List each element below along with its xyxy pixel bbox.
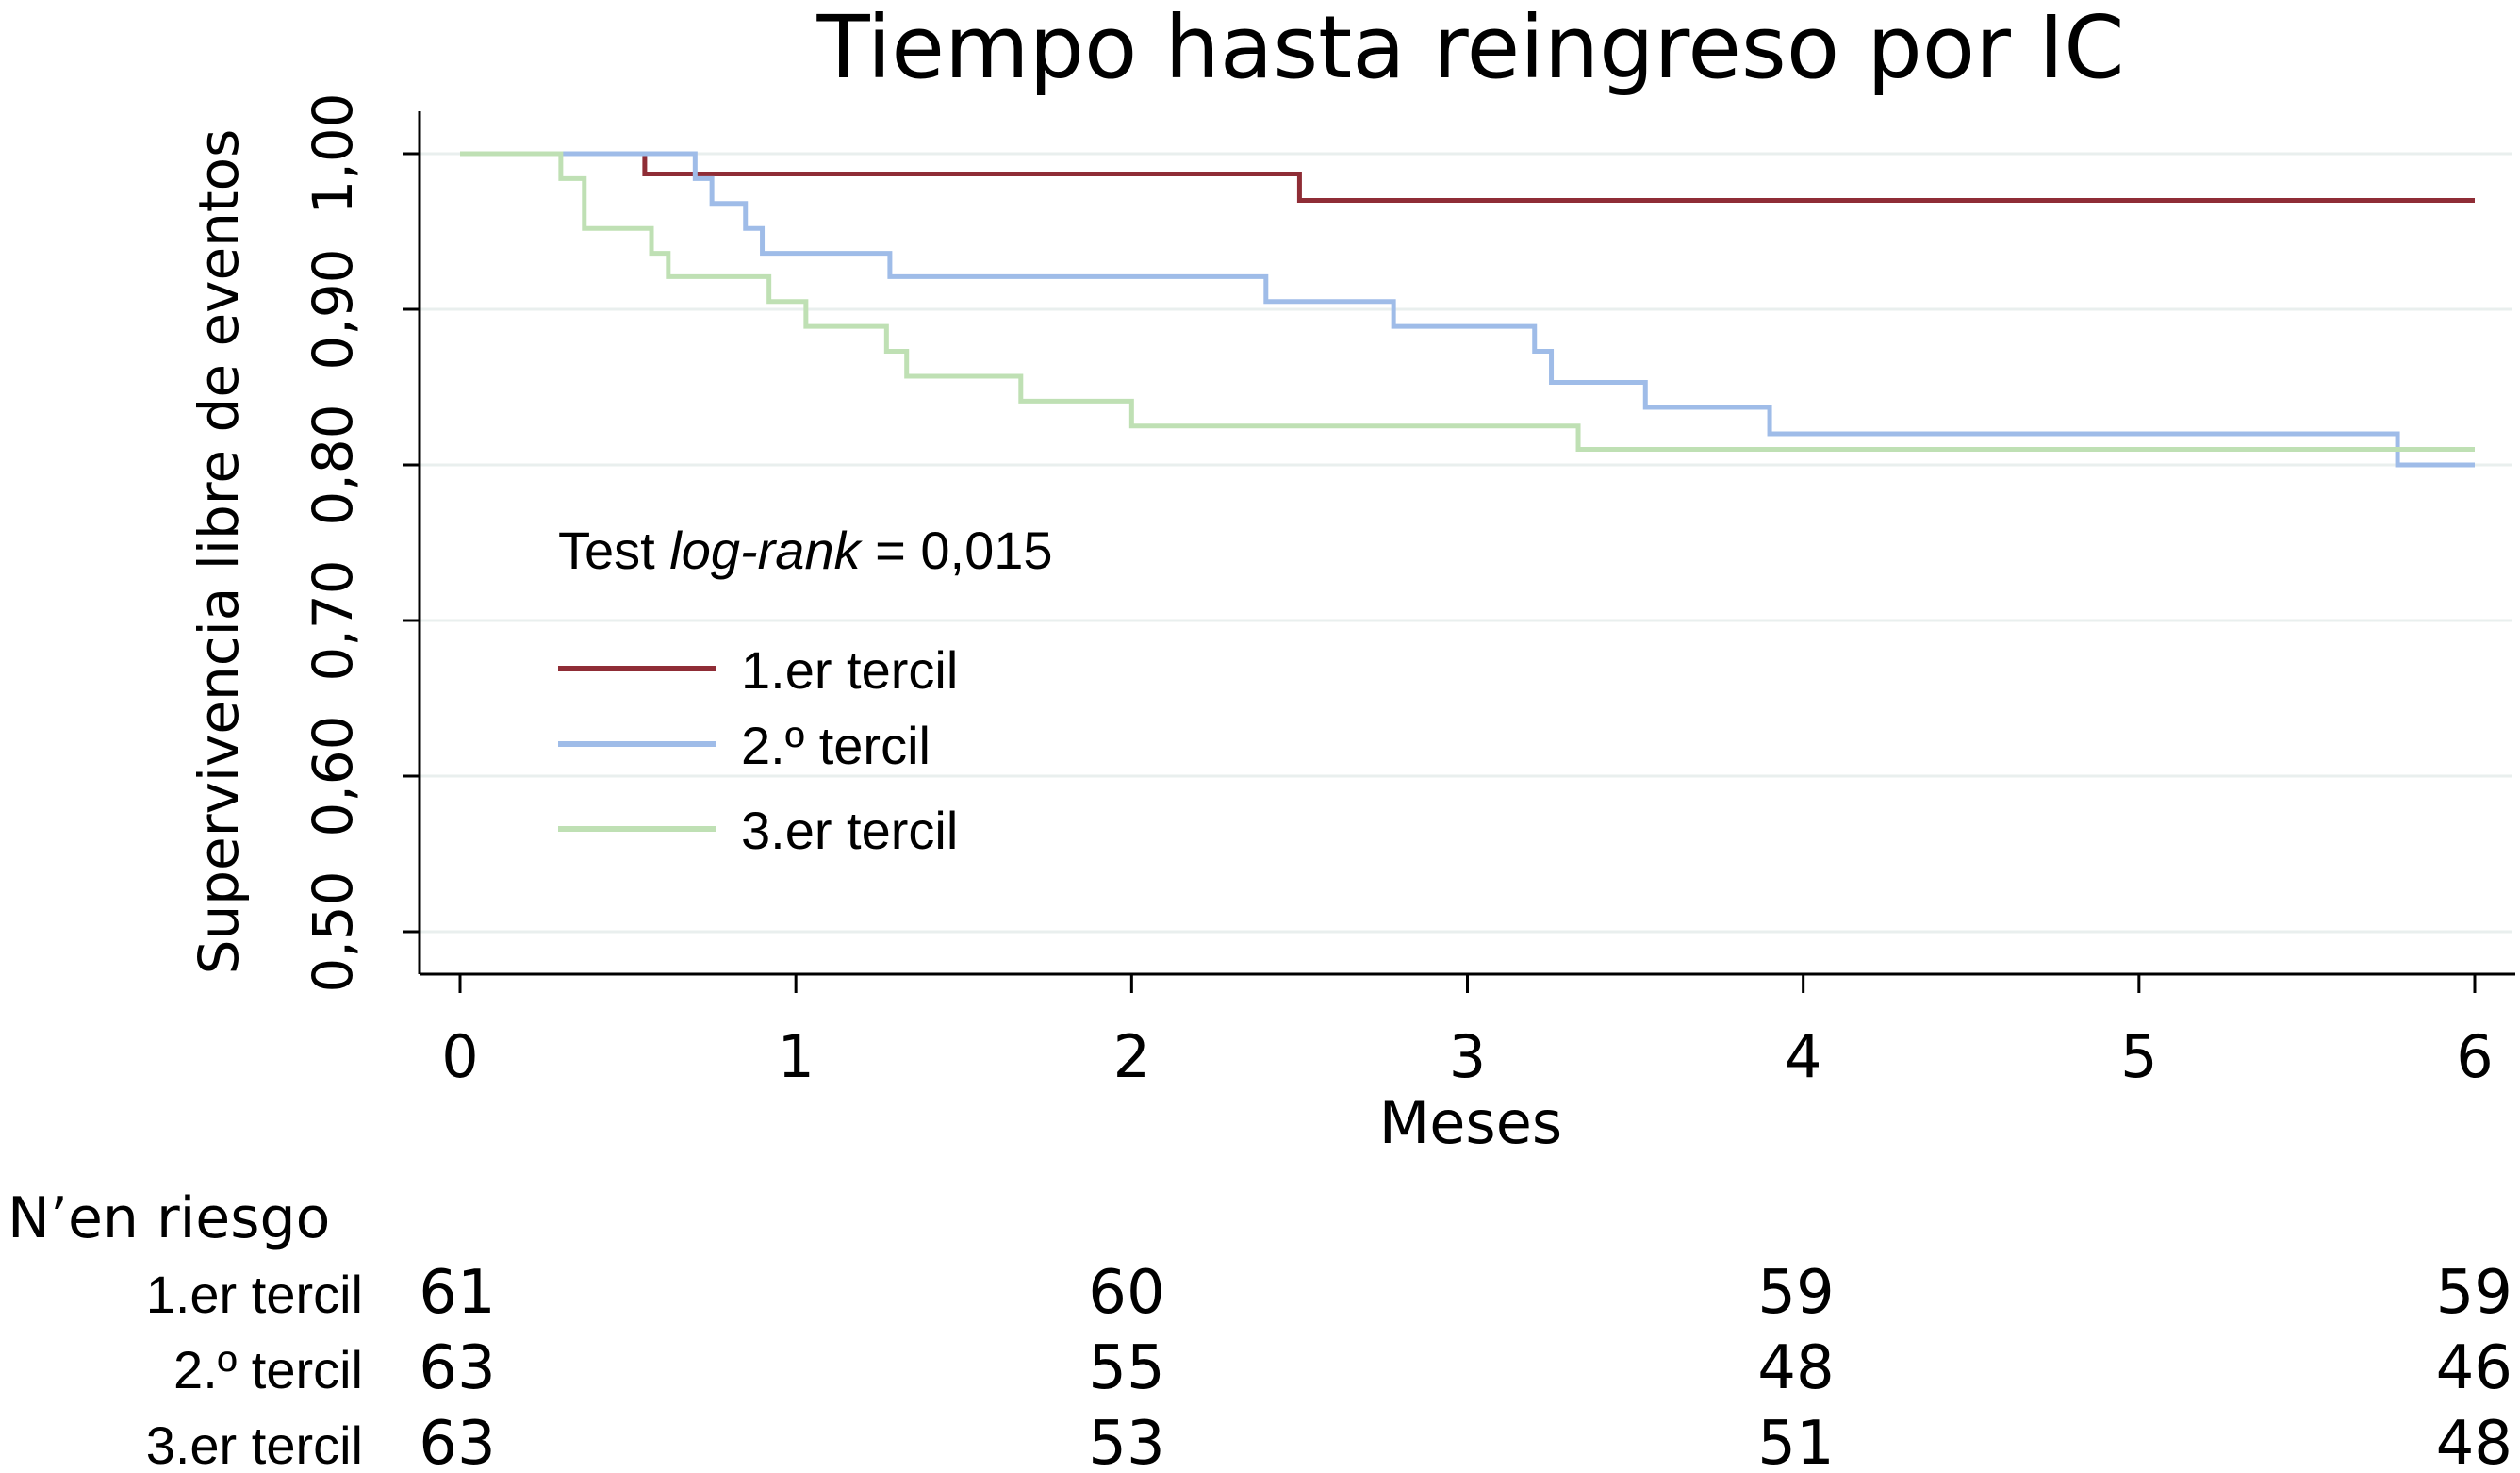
y-tick-label: 0,70	[301, 559, 365, 681]
x-tick-label: 6	[2456, 1022, 2493, 1091]
risk-value: 55	[1088, 1333, 1164, 1403]
series-line-3	[460, 151, 2475, 452]
legend-label: 2.º tercil	[741, 716, 931, 775]
risk-table: 1.er tercil 61 60 59 592.º tercil 63 55 48 463.e…	[146, 1258, 2512, 1473]
risk-row-label: 3.er tercil	[146, 1415, 363, 1473]
risk-value: 48	[2436, 1409, 2512, 1473]
risk-value: 59	[1757, 1258, 1834, 1328]
risk-value: 53	[1088, 1409, 1164, 1473]
legend-label: 1.er tercil	[741, 640, 958, 700]
x-tick-label: 1	[777, 1022, 814, 1091]
risk-value: 61	[419, 1258, 495, 1328]
y-tick-label: 0,60	[301, 715, 365, 836]
annotation-suffix: = 0,015	[861, 521, 1053, 580]
x-tick-label: 3	[1449, 1022, 1486, 1091]
risk-value: 63	[419, 1409, 495, 1473]
annotation-italic: log-rank	[669, 521, 863, 580]
risk-value: 59	[2436, 1258, 2512, 1328]
legend: 1.er tercil 2.º tercil 3.er tercil	[558, 640, 958, 860]
y-tick-label: 0,90	[301, 248, 365, 370]
risk-value: 48	[1757, 1333, 1834, 1403]
y-tick-label: 0,80	[301, 404, 365, 525]
axes: 0,50 0,60 0,70 0,80 0,90 1,00 0 1 2 3 4 5 6	[301, 92, 2515, 1091]
series-line-2	[460, 151, 2475, 468]
risk-value: 51	[1757, 1409, 1834, 1473]
risk-value: 46	[2436, 1333, 2512, 1403]
y-tick-label: 1,00	[301, 92, 365, 214]
chart-title: Tiempo hasta reingreso por IC	[815, 0, 2124, 98]
x-tick-label: 4	[1785, 1022, 1821, 1091]
annotation-prefix: Test	[558, 521, 669, 580]
risk-value: 63	[419, 1333, 495, 1403]
y-tick-label: 0,50	[301, 870, 365, 992]
x-tick-label: 5	[2120, 1022, 2157, 1091]
logrank-annotation: Test log-rank = 0,015	[558, 521, 1053, 580]
series-line-1	[460, 151, 2475, 203]
x-tick-label: 0	[441, 1022, 478, 1091]
risk-row-label: 2.º tercil	[173, 1340, 363, 1399]
x-tick-label: 2	[1113, 1022, 1150, 1091]
risk-table-title: Nʼen riesgo	[8, 1185, 330, 1251]
x-axis-label: Meses	[1379, 1088, 1562, 1157]
risk-value: 60	[1088, 1258, 1164, 1328]
gridlines	[420, 152, 2512, 934]
legend-label: 3.er tercil	[741, 801, 958, 860]
y-axis-label: Supervivencia libre de eventos	[187, 129, 251, 975]
series-lines	[460, 151, 2475, 468]
risk-row-label: 1.er tercil	[146, 1265, 363, 1324]
